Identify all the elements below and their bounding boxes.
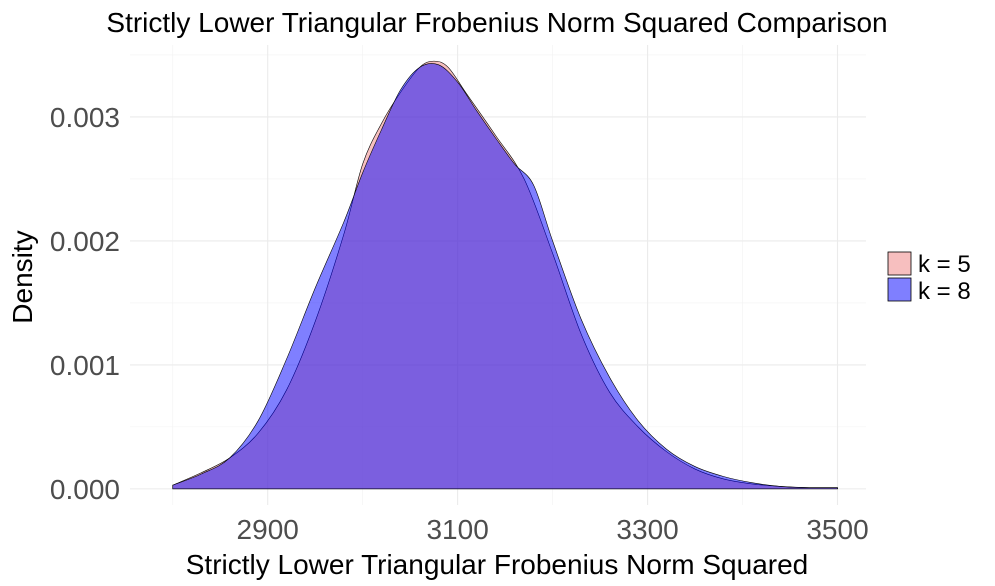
y-tick-label: 0.001 xyxy=(50,350,120,381)
legend-key-k5 xyxy=(887,251,912,276)
y-axis-title: Density xyxy=(7,230,38,323)
x-axis-title: Strictly Lower Triangular Frobenius Norm… xyxy=(186,549,808,580)
x-tick-label: 3300 xyxy=(616,514,678,545)
x-tick-label: 3500 xyxy=(806,514,868,545)
y-tick-label: 0.000 xyxy=(50,474,120,505)
x-tick-label: 2900 xyxy=(237,514,299,545)
legend-key-k8 xyxy=(887,277,912,302)
chart-title: Strictly Lower Triangular Frobenius Norm… xyxy=(106,7,887,38)
legend: k = 5 k = 8 xyxy=(887,251,971,305)
density-areas xyxy=(172,60,838,490)
y-tick-label: 0.003 xyxy=(50,102,120,133)
tick-labels: 2900 3100 3300 3500 0.000 0.001 0.002 0.003 xyxy=(50,102,869,545)
legend-label-k5: k = 5 xyxy=(918,251,971,278)
legend-label-k8: k = 8 xyxy=(918,278,971,305)
density-area-k8 xyxy=(172,63,838,490)
y-tick-label: 0.002 xyxy=(50,226,120,257)
x-tick-label: 3100 xyxy=(426,514,488,545)
